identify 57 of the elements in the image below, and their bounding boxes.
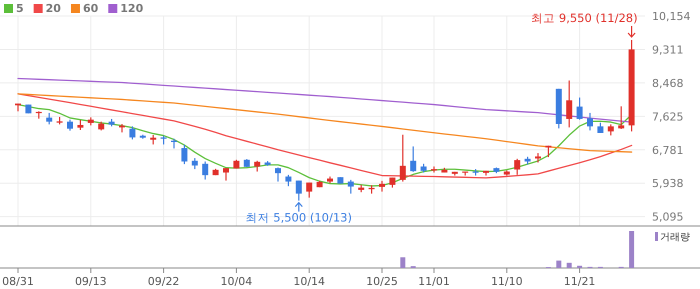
bar <box>629 231 634 268</box>
x-tick-label: 10/14 <box>293 275 326 288</box>
annotation: 최저 5,500 (10/13) <box>246 210 352 225</box>
x-tick-label: 10/25 <box>366 275 398 288</box>
x-tick-label: 08/31 <box>2 275 34 288</box>
y-tick-label: 10,154 <box>652 10 690 23</box>
candlestick <box>192 157 198 170</box>
candlestick <box>275 166 281 182</box>
candlestick <box>618 106 624 130</box>
legend-label: 120 <box>120 2 144 15</box>
candlestick <box>77 119 84 131</box>
candlestick <box>254 160 260 172</box>
y-tick-label: 9,311 <box>652 43 684 56</box>
annotation: 최고 9,550 (11/28) <box>531 10 638 25</box>
bar <box>566 262 572 268</box>
candlestick <box>576 96 583 120</box>
legend-label: 60 <box>82 2 99 15</box>
x-tick-label: 09/13 <box>74 275 107 288</box>
candlestick <box>181 144 188 165</box>
x-tick-label: 10/04 <box>220 275 252 288</box>
y-tick-label: 5,095 <box>652 210 684 224</box>
x-tick-label: 11/10 <box>490 275 523 288</box>
y-tick-label: 8,468 <box>652 76 684 90</box>
candlestick <box>67 119 73 132</box>
candlestick <box>389 176 396 188</box>
candlestick <box>400 134 406 182</box>
candlestick <box>202 160 208 180</box>
candlestick <box>535 152 541 164</box>
candlestick <box>348 179 354 194</box>
candlestick <box>46 112 52 125</box>
candlestick <box>171 138 177 150</box>
line-series <box>17 93 632 153</box>
candlestick <box>410 146 416 172</box>
candlestick <box>285 174 292 187</box>
candlestick <box>597 122 604 134</box>
legend-label: 20 <box>46 2 62 15</box>
line-series <box>17 93 632 178</box>
y-tick-label: 7,625 <box>652 110 684 124</box>
candlestick <box>379 180 385 192</box>
y-tick-label: 5,938 <box>652 177 684 190</box>
candlestick <box>150 134 156 146</box>
x-tick-label: 09/22 <box>148 275 180 288</box>
candlestick <box>566 80 572 128</box>
candlestick <box>514 158 520 176</box>
candlestick <box>587 112 593 131</box>
bar <box>556 260 562 268</box>
legend: 거래량 <box>655 232 690 243</box>
candlestick <box>223 168 229 182</box>
legend-label: 5 <box>16 2 24 15</box>
x-tick-label: 11/01 <box>418 275 450 288</box>
candlestick <box>296 180 302 202</box>
bar <box>400 257 406 268</box>
y-tick-label: 6,781 <box>652 144 684 157</box>
candlestick <box>129 126 136 140</box>
candlestick <box>306 182 312 198</box>
candlestick <box>608 124 614 136</box>
x-tick-label: 11/21 <box>564 275 596 288</box>
